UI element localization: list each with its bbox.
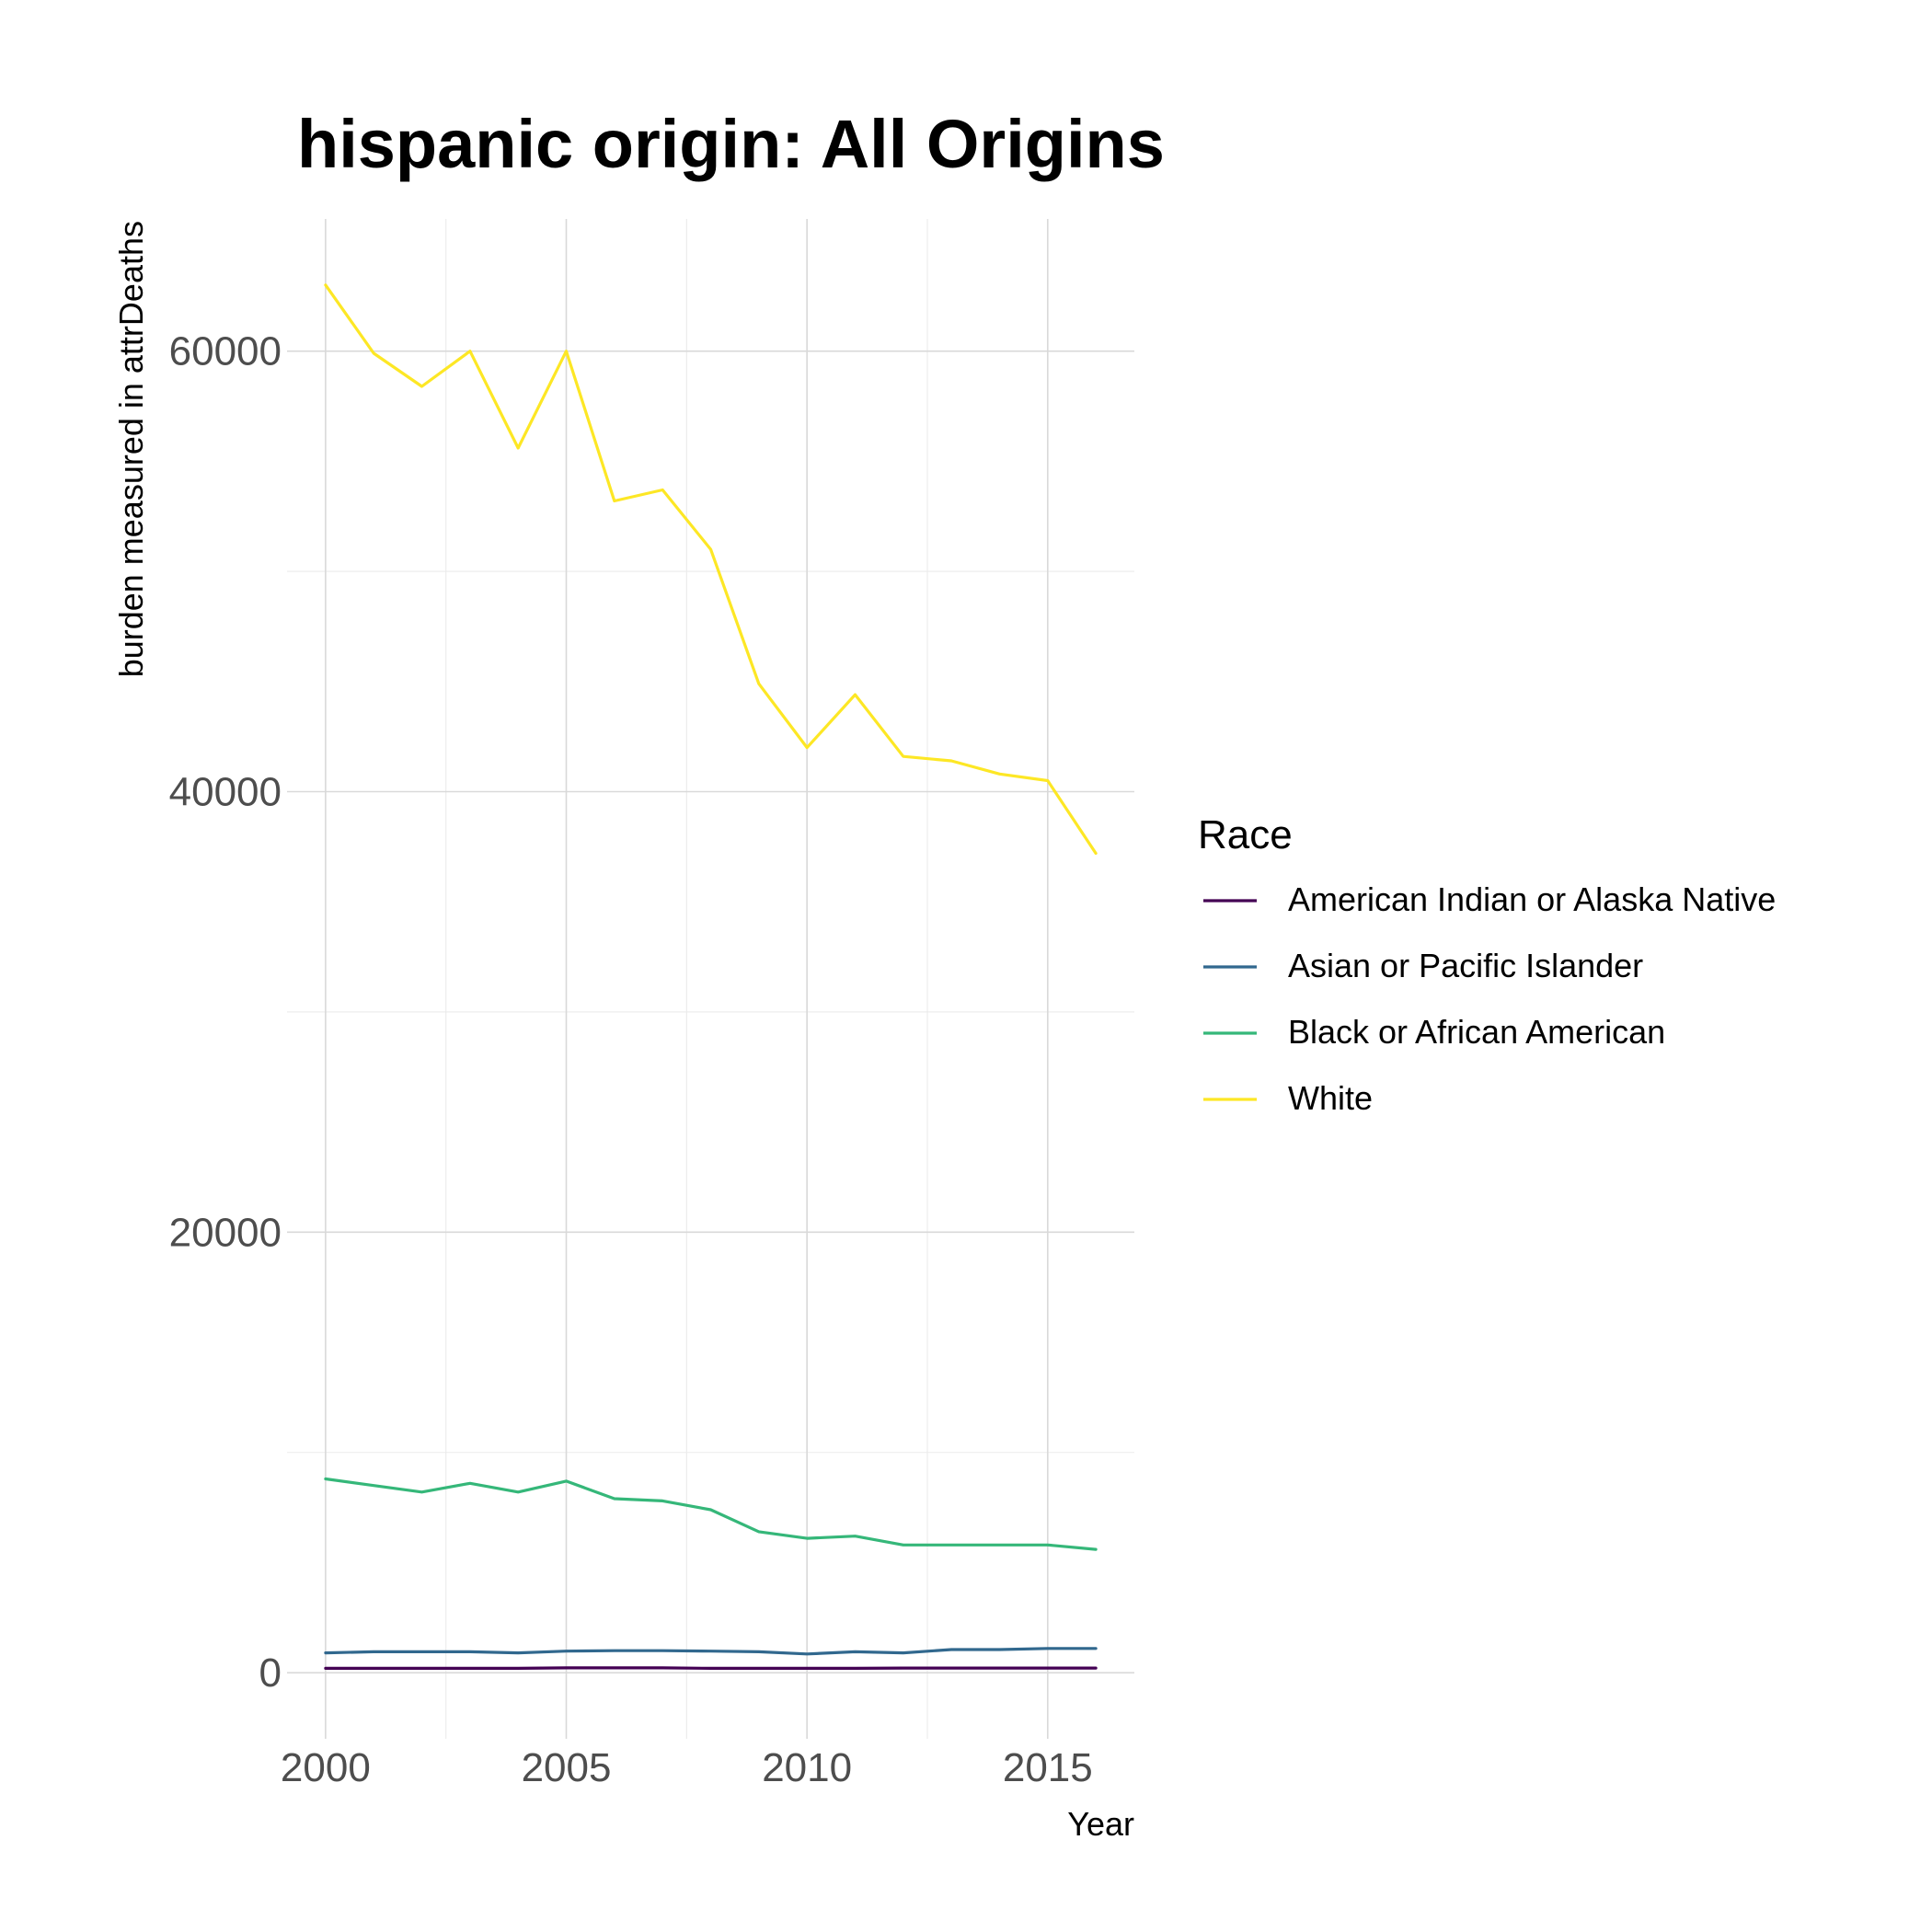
grid-minor (287, 219, 1134, 1739)
series-line-white (324, 283, 1098, 856)
legend-label-black-or-african-american: Black or African American (1288, 1013, 1665, 1051)
legend: Race American Indian or Alaska Native Asi… (1198, 812, 1776, 1117)
y-axis-ticks: 0 20000 40000 60000 (169, 329, 282, 1696)
series-layer (324, 283, 1098, 1671)
x-tick-label: 2000 (281, 1745, 371, 1790)
y-tick-label: 40000 (169, 769, 282, 814)
chart-title: hispanic origin: All Origins (297, 106, 1165, 182)
y-tick-label: 0 (259, 1650, 282, 1696)
y-axis-title: burden measured in attrDeaths (112, 221, 150, 677)
series-line-american-indian-or-alaska-native (324, 1666, 1098, 1671)
x-tick-label: 2010 (762, 1745, 852, 1790)
x-tick-label: 2005 (522, 1745, 612, 1790)
y-tick-label: 20000 (169, 1210, 282, 1255)
y-tick-label: 60000 (169, 329, 282, 374)
x-axis-ticks: 2000 2005 2010 2015 (281, 1745, 1093, 1790)
legend-title: Race (1198, 812, 1293, 857)
x-tick-label: 2015 (1003, 1745, 1093, 1790)
grid-major (287, 219, 1134, 1739)
legend-items: American Indian or Alaska Native Asian or… (1203, 880, 1776, 1117)
series-line-black-or-african-american (324, 1477, 1098, 1551)
series-line-asian-or-pacific-islander (324, 1647, 1098, 1656)
legend-label-asian-or-pacific-islander: Asian or Pacific Islander (1288, 947, 1643, 984)
x-axis-title: Year (1067, 1805, 1134, 1843)
legend-label-white: White (1288, 1079, 1373, 1117)
legend-label-american-indian-or-alaska-native: American Indian or Alaska Native (1288, 880, 1776, 918)
